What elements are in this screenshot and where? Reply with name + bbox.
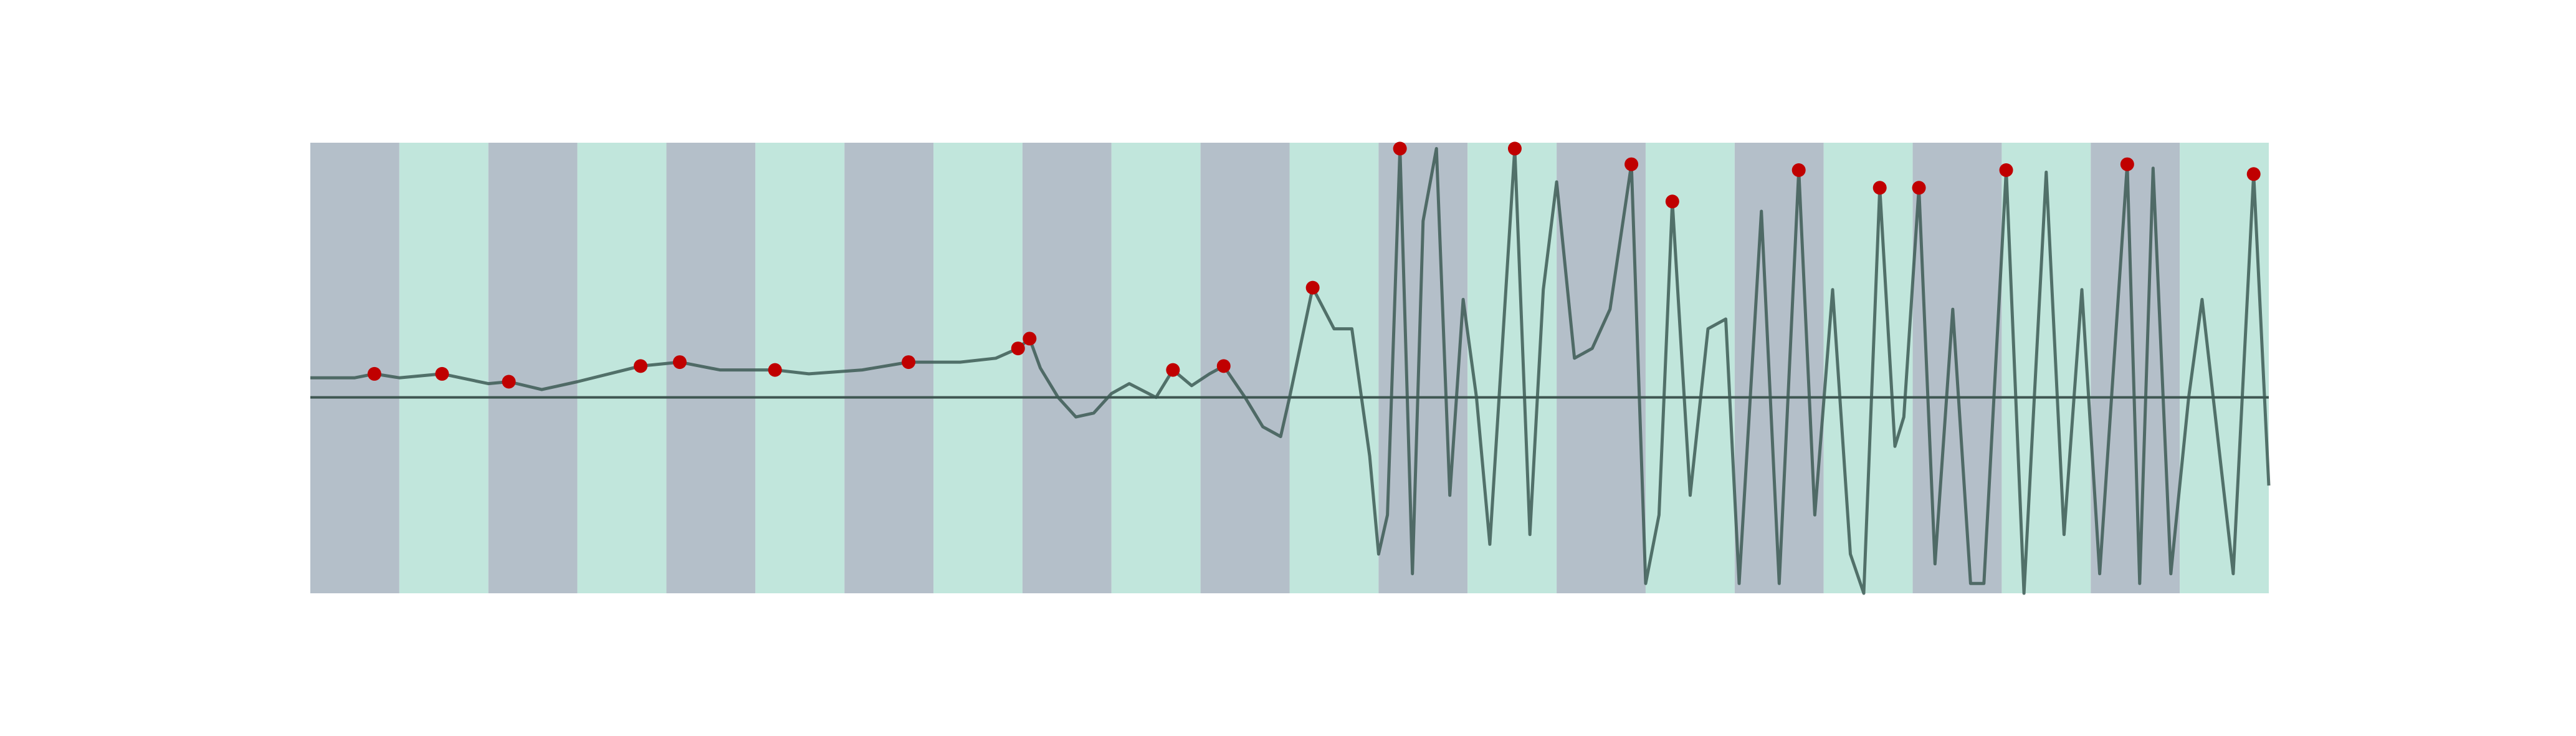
peak-marker xyxy=(1872,181,1887,195)
peak-marker xyxy=(1507,141,1522,156)
band xyxy=(933,143,1023,593)
band xyxy=(1645,143,1735,593)
band xyxy=(1467,143,1557,593)
band xyxy=(1022,143,1112,593)
band xyxy=(1557,143,1646,593)
peak-marker xyxy=(367,366,381,381)
peak-marker xyxy=(1665,194,1679,209)
band xyxy=(1200,143,1290,593)
peak-marker xyxy=(1216,359,1231,373)
band xyxy=(844,143,934,593)
peak-marker xyxy=(1912,181,1926,195)
peak-marker xyxy=(634,359,648,373)
peak-marker xyxy=(1011,342,1025,356)
band xyxy=(1734,143,1824,593)
peak-marker xyxy=(1791,163,1806,178)
band xyxy=(577,143,667,593)
peak-marker xyxy=(1999,163,2013,178)
waveform xyxy=(310,146,2271,595)
peak-marker xyxy=(502,375,516,389)
peak-marker xyxy=(1393,141,1407,156)
peak-marker xyxy=(902,355,916,370)
band xyxy=(310,143,399,593)
band xyxy=(2180,143,2269,593)
peak-marker xyxy=(2246,167,2261,181)
peak-marker xyxy=(1023,332,1037,346)
peak-marker xyxy=(672,355,687,370)
band xyxy=(1111,143,1201,593)
peak-marker xyxy=(1624,157,1639,171)
peak-marker xyxy=(1166,363,1180,377)
band xyxy=(1289,143,1379,593)
peak-marker xyxy=(435,366,449,381)
peak-marker xyxy=(2120,157,2134,171)
band xyxy=(2091,143,2180,593)
peak-marker xyxy=(768,363,782,377)
peak-marker xyxy=(1305,280,1320,295)
band xyxy=(488,143,578,593)
